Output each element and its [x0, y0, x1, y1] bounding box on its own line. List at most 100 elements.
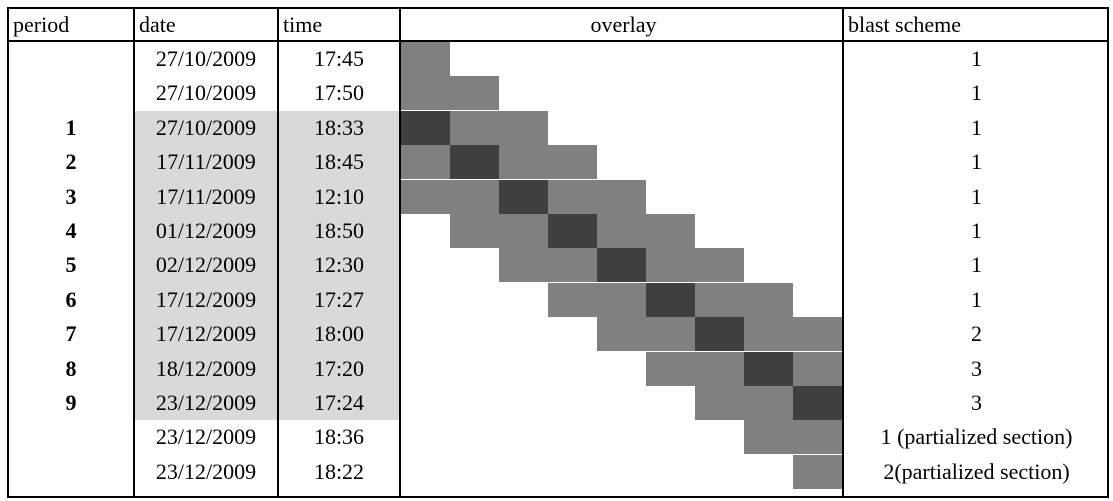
time-cell: 18:36	[313, 424, 365, 450]
time-cell: 17:20	[313, 355, 365, 381]
blast-scheme-cell: 3	[971, 390, 982, 415]
date-cell: 02/12/2009	[155, 252, 257, 278]
blast-scheme-cell: 2	[971, 321, 982, 347]
header-date: date	[139, 12, 176, 37]
period-cell: 4	[65, 218, 77, 243]
table-row: 3 17/11/2009 12:10 1	[9, 179, 1107, 214]
table-row: 27/10/2009 17:50 1	[9, 76, 1107, 111]
overlay-block	[450, 76, 499, 111]
overlay-block	[793, 454, 842, 489]
overlay-block	[450, 110, 499, 145]
date-cell: 23/12/2009	[155, 424, 257, 450]
overlay-block	[646, 317, 695, 352]
header-blast-scheme: blast scheme	[848, 12, 962, 37]
period-cell	[9, 455, 133, 489]
overlay-block	[548, 282, 597, 317]
time-cell: 12:30	[313, 252, 365, 278]
overlay-block	[744, 420, 793, 455]
date-cell: 27/10/2009	[155, 114, 257, 140]
overlay-block	[744, 282, 793, 317]
overlay-block	[548, 145, 597, 180]
overlay-block	[793, 420, 842, 455]
time-cell: 18:00	[313, 321, 365, 347]
overlay-block-dark	[646, 282, 695, 317]
period-cell: 7	[65, 321, 77, 347]
overlay-block-dark	[499, 179, 548, 214]
overlay-block	[695, 351, 744, 386]
period-cell: 2	[65, 149, 77, 175]
overlay-block	[695, 248, 744, 283]
overlay-block	[597, 179, 646, 214]
overlay-block-dark	[744, 351, 793, 386]
period-cell: 9	[65, 390, 77, 415]
overlay-block-dark	[450, 145, 499, 180]
overlay-block	[646, 214, 695, 248]
date-cell: 17/11/2009	[156, 183, 256, 209]
data-table: period date time overlay blast scheme 27…	[7, 7, 1109, 498]
table-row: 6 17/12/2009 17:27 1	[9, 282, 1107, 317]
overlay-block	[793, 317, 842, 352]
table-row: 5 02/12/2009 12:30 1	[9, 248, 1107, 283]
overlay-block-dark	[401, 110, 450, 145]
overlay-block	[597, 282, 646, 317]
time-cell: 18:22	[313, 458, 365, 484]
time-cell: 17:27	[313, 286, 365, 312]
overlay-block	[597, 317, 646, 352]
overlay-block	[646, 248, 695, 283]
table-row: 7 17/12/2009 18:00 2	[9, 317, 1107, 352]
time-cell: 18:45	[313, 149, 365, 175]
overlay-block	[744, 386, 793, 420]
date-cell: 17/12/2009	[155, 321, 257, 347]
blast-scheme-cell: 1 (partialized section)	[880, 424, 1073, 450]
overlay-block	[695, 282, 744, 317]
column-divider	[133, 9, 135, 496]
table-row: 8 18/12/2009 17:20 3	[9, 351, 1107, 386]
column-divider	[277, 9, 279, 496]
table-row: 2 17/11/2009 18:45 1	[9, 145, 1107, 180]
overlay-block-dark	[793, 386, 842, 420]
column-divider	[842, 9, 844, 496]
header-period: period	[13, 12, 70, 37]
highlight-region	[135, 110, 399, 421]
table-row: 1 27/10/2009 18:33 1	[9, 110, 1107, 145]
blast-scheme-cell: 2(partialized section)	[883, 458, 1070, 484]
table-header: period date time overlay blast scheme	[9, 9, 1107, 42]
blast-scheme-cell: 1	[971, 252, 982, 278]
table-row: 27/10/2009 17:45 1	[9, 42, 1107, 76]
period-cell	[9, 42, 133, 76]
overlay-block	[401, 179, 450, 214]
overlay-block-dark	[597, 248, 646, 283]
overlay-block	[695, 386, 744, 420]
table-row: 23/12/2009 18:36 1 (partialized section)	[9, 420, 1107, 455]
overlay-block	[401, 42, 450, 76]
blast-scheme-cell: 3	[971, 355, 982, 381]
overlay-block	[450, 179, 499, 214]
overlay-block	[401, 76, 450, 111]
date-cell: 23/12/2009	[155, 458, 257, 484]
time-cell: 18:33	[313, 114, 365, 140]
date-cell: 17/11/2009	[156, 149, 256, 175]
period-cell	[9, 76, 133, 110]
overlay-block-dark	[695, 317, 744, 352]
period-cell: 3	[65, 183, 77, 209]
overlay-block	[499, 214, 548, 248]
table-row: 23/12/2009 18:22 2(partialized section)	[9, 454, 1107, 489]
overlay-block	[744, 317, 793, 352]
overlay-block	[450, 214, 499, 248]
time-cell: 18:50	[313, 218, 365, 243]
blast-scheme-cell: 1	[971, 114, 982, 140]
blast-scheme-cell: 1	[971, 46, 982, 71]
period-cell	[9, 420, 133, 454]
overlay-block	[548, 248, 597, 283]
blast-scheme-cell: 1	[971, 286, 982, 312]
date-cell: 27/10/2009	[155, 80, 257, 106]
overlay-block	[401, 145, 450, 180]
overlay-block	[499, 110, 548, 145]
date-cell: 17/12/2009	[155, 286, 257, 312]
header-overlay: overlay	[590, 12, 657, 37]
table-row: 9 23/12/2009 17:24 3	[9, 386, 1107, 420]
period-cell: 6	[65, 286, 77, 312]
period-cell: 1	[65, 114, 77, 140]
blast-scheme-cell: 1	[971, 183, 982, 209]
overlay-block	[793, 351, 842, 386]
